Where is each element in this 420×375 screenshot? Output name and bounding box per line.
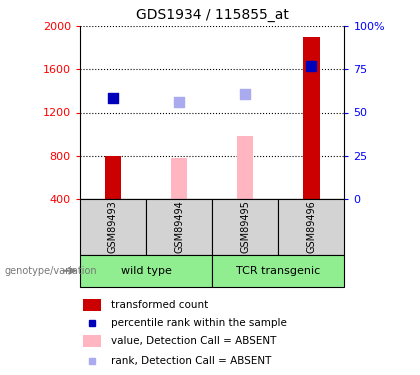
Title: GDS1934 / 115855_at: GDS1934 / 115855_at bbox=[136, 9, 289, 22]
Text: GSM89495: GSM89495 bbox=[240, 200, 250, 254]
Bar bbox=[105, 156, 121, 199]
Bar bbox=[83, 299, 101, 311]
Text: GSM89493: GSM89493 bbox=[108, 201, 118, 253]
Bar bbox=[80, 255, 212, 287]
Bar bbox=[303, 37, 320, 199]
Point bbox=[176, 99, 182, 105]
Point bbox=[110, 96, 116, 102]
Text: genotype/variation: genotype/variation bbox=[4, 266, 97, 276]
Bar bbox=[237, 136, 253, 199]
Bar bbox=[212, 255, 344, 287]
Text: wild type: wild type bbox=[121, 266, 171, 276]
Text: rank, Detection Call = ABSENT: rank, Detection Call = ABSENT bbox=[111, 356, 271, 366]
Point bbox=[308, 63, 315, 69]
Text: GSM89496: GSM89496 bbox=[306, 201, 316, 253]
Point bbox=[242, 91, 249, 97]
Text: GSM89494: GSM89494 bbox=[174, 201, 184, 253]
Bar bbox=[171, 158, 187, 199]
Bar bbox=[80, 199, 146, 255]
Bar bbox=[83, 334, 101, 346]
Text: value, Detection Call = ABSENT: value, Detection Call = ABSENT bbox=[111, 336, 276, 346]
Bar bbox=[278, 199, 344, 255]
Text: percentile rank within the sample: percentile rank within the sample bbox=[111, 318, 287, 328]
Bar bbox=[212, 199, 278, 255]
Text: transformed count: transformed count bbox=[111, 300, 208, 310]
Bar bbox=[146, 199, 212, 255]
Text: TCR transgenic: TCR transgenic bbox=[236, 266, 320, 276]
